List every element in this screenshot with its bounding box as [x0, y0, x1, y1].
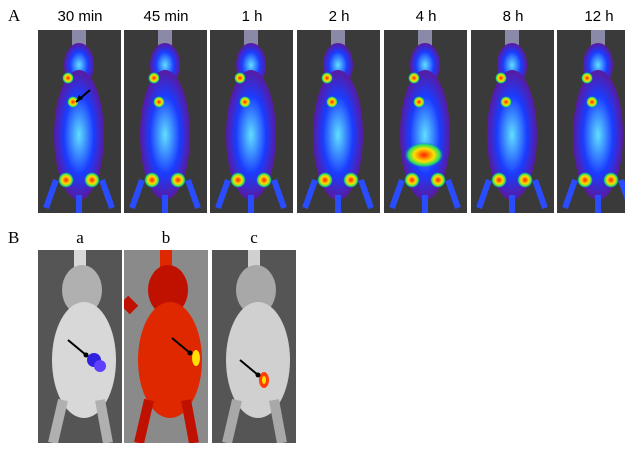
mouse-fluorescence-image [384, 30, 467, 213]
mouse-fluorescence-image [471, 30, 554, 213]
mouse-tumor-image [124, 250, 208, 443]
mouse-fluorescence-image [124, 30, 207, 213]
subpanel-label: a [76, 228, 84, 247]
timepoint-label: 2 h [328, 8, 350, 25]
mouse-fluorescence-image [557, 30, 625, 213]
timepoint-label: 8 h [502, 8, 524, 25]
mouse-fluorescence-image [38, 30, 121, 213]
mouse-fluorescence-image [210, 30, 293, 213]
timepoint-label: 1 h [241, 8, 263, 25]
mouse-fluorescence-image [297, 30, 380, 213]
mouse-tumor-image [38, 250, 122, 443]
panel-b-label: B [8, 228, 20, 247]
timepoint-label: 12 h [584, 8, 614, 25]
timepoint-label: 45 min [143, 8, 189, 25]
timepoint-label: 4 h [415, 8, 437, 25]
timepoint-label: 30 min [57, 8, 103, 25]
subpanel-label: c [250, 228, 258, 247]
mouse-tumor-image [212, 250, 296, 443]
subpanel-label: b [161, 228, 171, 247]
panel-a-label: A [8, 6, 21, 25]
